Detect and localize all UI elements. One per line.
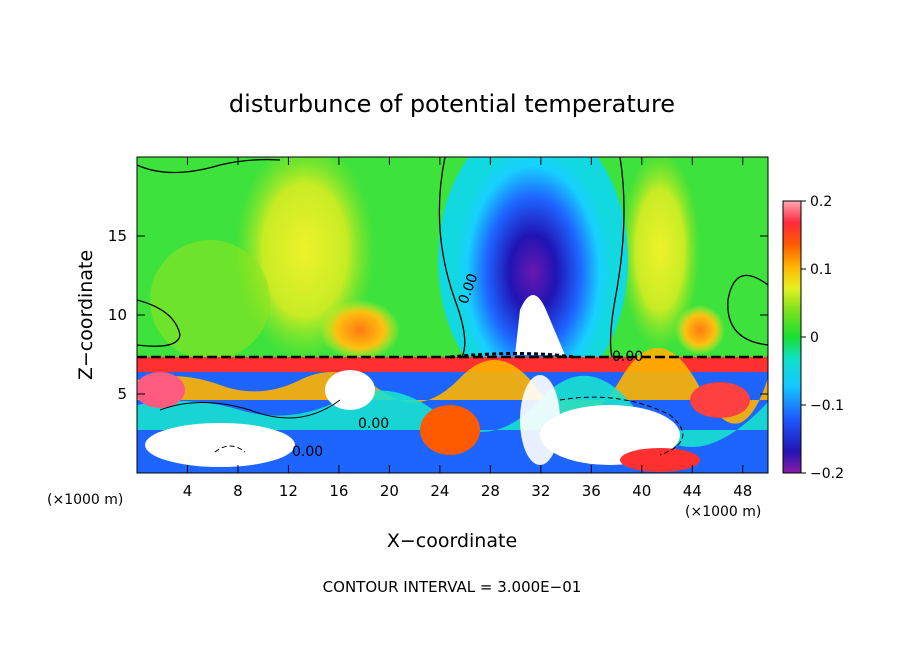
x-axis: 4 8 12 16 20 24 28 32 36 40 44 48 <box>183 157 752 500</box>
y-tick-label: 10 <box>108 306 127 324</box>
colorbar <box>782 200 802 474</box>
contour-label: 0.00 <box>612 349 643 365</box>
contour-label: 0.00 <box>292 444 323 460</box>
x-tick-label: 24 <box>430 482 449 500</box>
x-tick-label: 16 <box>329 482 348 500</box>
colorbar-tick-label: −0.1 <box>810 398 844 414</box>
x-tick-label: 40 <box>632 482 651 500</box>
x-tick-label: 4 <box>183 482 193 500</box>
x-tick-label: 28 <box>481 482 500 500</box>
x-tick-label: 48 <box>733 482 752 500</box>
heatmap-field <box>137 157 768 473</box>
y-axis: 5 10 15 <box>108 227 768 403</box>
chart-title: disturbunce of potential temperature <box>229 90 675 118</box>
x-tick-label: 20 <box>380 482 399 500</box>
colorbar-tick-label: 0 <box>810 330 819 346</box>
colorbar-tick-label: 0.2 <box>810 194 832 210</box>
x-tick-label: 44 <box>683 482 702 500</box>
x-tick-label: 32 <box>531 482 550 500</box>
colorbar-tick-label: 0.1 <box>810 262 832 278</box>
y-axis-label: Z−coordinate <box>75 250 97 380</box>
y-tick-label: 15 <box>108 227 127 245</box>
x-tick-label: 8 <box>233 482 243 500</box>
x-unit-left: (×1000 m) <box>47 492 123 508</box>
x-tick-label: 36 <box>582 482 601 500</box>
footer-contour-interval: CONTOUR INTERVAL = 3.000E−01 <box>323 578 582 596</box>
colorbar-tick-label: −0.2 <box>810 466 844 482</box>
x-tick-label: 12 <box>279 482 298 500</box>
x-axis-label: X−coordinate <box>387 530 517 552</box>
x-unit-right: (×1000 m) <box>685 504 761 520</box>
colorbar-ticks: 0.2 0.1 0 −0.1 −0.2 <box>801 194 844 482</box>
contour-label: 0.00 <box>358 416 389 432</box>
y-tick-label: 5 <box>117 385 127 403</box>
